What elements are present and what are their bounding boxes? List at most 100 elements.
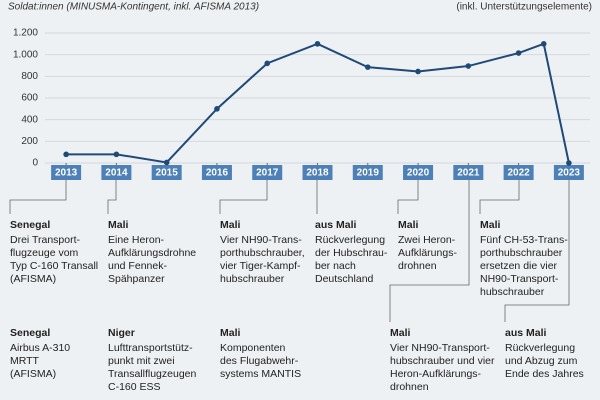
annotation-line: Transallflugzeugen <box>108 368 196 380</box>
annotation-line: drohnen <box>398 260 437 272</box>
data-point <box>515 50 522 56</box>
annotation-line: Ende des Jahres <box>505 368 584 380</box>
subtitle: Soldat:innen (MINUSMA-Kontingent, inkl. … <box>8 2 259 13</box>
annotation-title: Mali <box>398 219 419 231</box>
x-tick-label: 2022 <box>507 168 530 179</box>
y-tick-label: 600 <box>21 93 38 104</box>
year-box <box>453 165 484 180</box>
annotation-line: NH90-Transport- <box>480 273 559 285</box>
annotation-title: aus Mali <box>505 327 547 339</box>
x-tick-label: 2016 <box>206 168 229 179</box>
annotation-line: Rückverlegung <box>315 234 385 246</box>
connector <box>397 180 419 214</box>
x-tick-label: 2017 <box>256 168 279 179</box>
annotation-line: C-160 ESS <box>108 381 161 393</box>
year-box <box>151 165 182 180</box>
annotation-line: ber nach <box>315 260 356 272</box>
x-tick-label: 2015 <box>156 168 179 179</box>
annotation-line: Aufklärungsdrohne <box>108 247 196 259</box>
connector <box>479 180 520 214</box>
annotation-line: drohnen <box>390 381 429 393</box>
x-tick-label: 2019 <box>357 168 380 179</box>
annotation-title: aus Mali <box>315 219 357 231</box>
data-point <box>465 63 472 69</box>
annotation-line: Fünf CH-53-Trans- <box>480 234 568 246</box>
annotation-title: Senegal <box>10 219 50 231</box>
annotation-line: des Flugabwehr- <box>220 355 299 367</box>
data-line <box>66 42 570 164</box>
year-box <box>403 165 434 180</box>
annotation-line: (AFISMA) <box>10 273 56 285</box>
data-point <box>540 41 547 47</box>
annotation-title: Mali <box>220 219 241 231</box>
annotation-line: Komponenten <box>220 342 286 354</box>
annotation-line: Drei Transport- <box>10 234 81 246</box>
year-box <box>302 165 333 180</box>
annotation-line: Typ C-160 Transall <box>10 260 98 272</box>
note: (inkl. Unterstützungselemente) <box>456 2 592 13</box>
annotation-line: porthubschrauber <box>480 247 563 259</box>
annotation-line: Zwei Heron- <box>398 234 456 246</box>
annotation-title: Mali <box>480 219 501 231</box>
annotation-line: hubschrauber <box>480 286 545 298</box>
annotation-line: ersetzen die vier <box>480 260 558 272</box>
connector <box>219 180 268 214</box>
y-tick-label: 200 <box>21 136 38 147</box>
connector <box>9 180 67 214</box>
year-box <box>201 165 232 180</box>
annotation-line: MRTT <box>10 355 40 367</box>
annotation-title: Niger <box>108 327 135 339</box>
y-tick-label: 400 <box>21 114 38 125</box>
x-tick-label: 2018 <box>306 168 329 179</box>
data-point <box>214 106 220 112</box>
year-box <box>101 165 132 180</box>
annotation-line: Vier NH90-Trans- <box>220 234 302 246</box>
x-tick-label: 2020 <box>407 168 430 179</box>
connector <box>389 180 470 322</box>
connector <box>504 166 570 322</box>
y-tick-label: 800 <box>21 71 38 82</box>
annotation-line: Lufttransportstütz- <box>108 342 193 354</box>
data-point <box>163 159 170 166</box>
annotation-line: und Abzug zum <box>505 355 578 367</box>
annotation-title: Mali <box>108 219 129 231</box>
data-point <box>566 160 572 166</box>
annotation-line: punkt mit zwei <box>108 355 175 367</box>
annotation-line: und Fennek- <box>108 260 167 272</box>
x-tick-label: 2014 <box>105 168 128 179</box>
annotation-title: Senegal <box>10 327 50 339</box>
annotation-line: flugzeuge vom <box>10 247 79 259</box>
x-tick-label: 2021 <box>457 168 480 179</box>
data-point <box>113 151 120 158</box>
year-box <box>51 165 82 180</box>
year-box <box>553 165 584 180</box>
y-tick-label: 1.000 <box>13 49 38 60</box>
year-box <box>252 165 283 180</box>
annotation-line: Eine Heron- <box>108 234 165 246</box>
data-point <box>264 60 271 67</box>
data-point <box>314 41 321 47</box>
annotation-line: Heron-Aufklärungs- <box>390 368 482 380</box>
connector <box>107 180 117 214</box>
annotation-line: vier Tiger-Kampf- <box>220 260 301 272</box>
annotation-line: Spähpanzer <box>108 273 165 285</box>
annotation-line: Deutschland <box>315 273 374 285</box>
annotation-title: Mali <box>220 327 241 339</box>
x-tick-label: 2013 <box>55 168 78 179</box>
year-box <box>503 165 534 180</box>
y-tick-label: 1.200 <box>13 28 38 39</box>
data-point <box>415 68 421 75</box>
x-tick-label: 2023 <box>558 168 581 179</box>
annotation-line: (AFISMA) <box>10 368 56 380</box>
annotation-line: hubschrauber und vier <box>390 355 495 367</box>
annotation-line: Aufklärungs- <box>398 247 457 259</box>
y-tick-label: 0 <box>32 158 38 169</box>
annotation-line: systems MANTIS <box>220 368 301 380</box>
annotation-title: Mali <box>390 327 411 339</box>
annotation-line: Vier NH90-Transport- <box>390 342 490 354</box>
annotation-line: Rückverlegung <box>505 342 575 354</box>
data-point <box>364 64 371 70</box>
annotation-line: der Hubschrau- <box>315 247 388 259</box>
data-point <box>63 151 69 158</box>
